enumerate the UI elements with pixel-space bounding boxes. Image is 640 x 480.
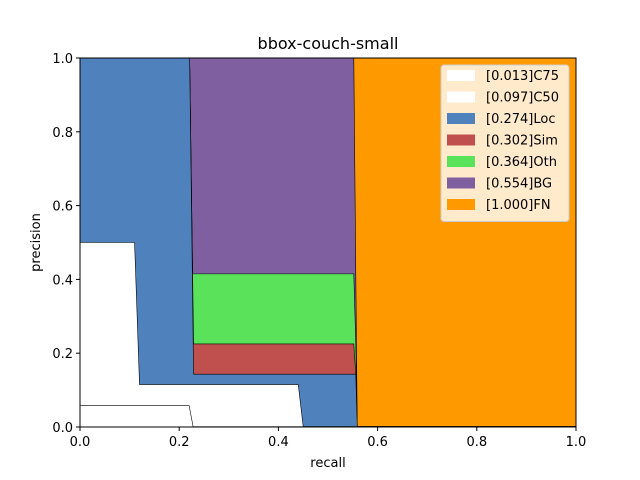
x-tick-label: 1.0 [566,435,587,450]
y-tick-label: 0.0 [52,421,73,436]
legend-label-0-274-loc: [0.274]Loc [486,112,555,127]
legend-label-0-013-c75: [0.013]C75 [486,69,559,84]
chart-title: bbox-couch-small [258,34,399,53]
legend-label-0-554-bg: [0.554]BG [486,177,552,192]
x-axis: 0.0 0.2 0.4 0.6 0.8 1.0 [70,427,587,450]
y-tick-label: 0.8 [52,126,73,141]
legend-label-0-097-c50: [0.097]C50 [486,91,559,106]
y-axis: 0.0 0.2 0.4 0.6 0.8 1.0 [52,52,80,436]
legend: [0.013]C75 [0.097]C50 [0.274]Loc [0.302]Sim… [440,64,570,222]
y-tick-label: 1.0 [52,52,73,67]
legend-swatch-0-097-c50 [447,91,475,103]
y-tick-label: 0.2 [52,347,73,362]
legend-swatch-1-000-fn [447,199,475,210]
y-tick-label: 0.4 [52,273,73,288]
x-tick-label: 0.8 [466,435,487,450]
legend-swatch-0-274-loc [447,113,475,124]
legend-label-1-000-fn: [1.000]FN [486,198,551,213]
legend-swatch-0-554-bg [447,177,475,189]
y-tick-label: 0.6 [52,200,73,215]
legend-swatch-0-013-c75 [447,70,475,81]
x-axis-label: recall [310,456,345,471]
x-tick-label: 0.0 [70,435,91,450]
x-tick-label: 0.4 [268,435,289,450]
legend-label-0-302-sim: [0.302]Sim [486,134,558,149]
x-tick-label: 0.2 [169,435,190,450]
legend-label-0-364-oth: [0.364]Oth [486,155,557,170]
legend-swatch-0-364-oth [447,156,475,167]
legend-swatch-0-302-sim [447,134,475,146]
y-axis-label: precision [29,213,44,272]
axes-frame [79,57,577,428]
x-tick-label: 0.6 [367,435,388,450]
